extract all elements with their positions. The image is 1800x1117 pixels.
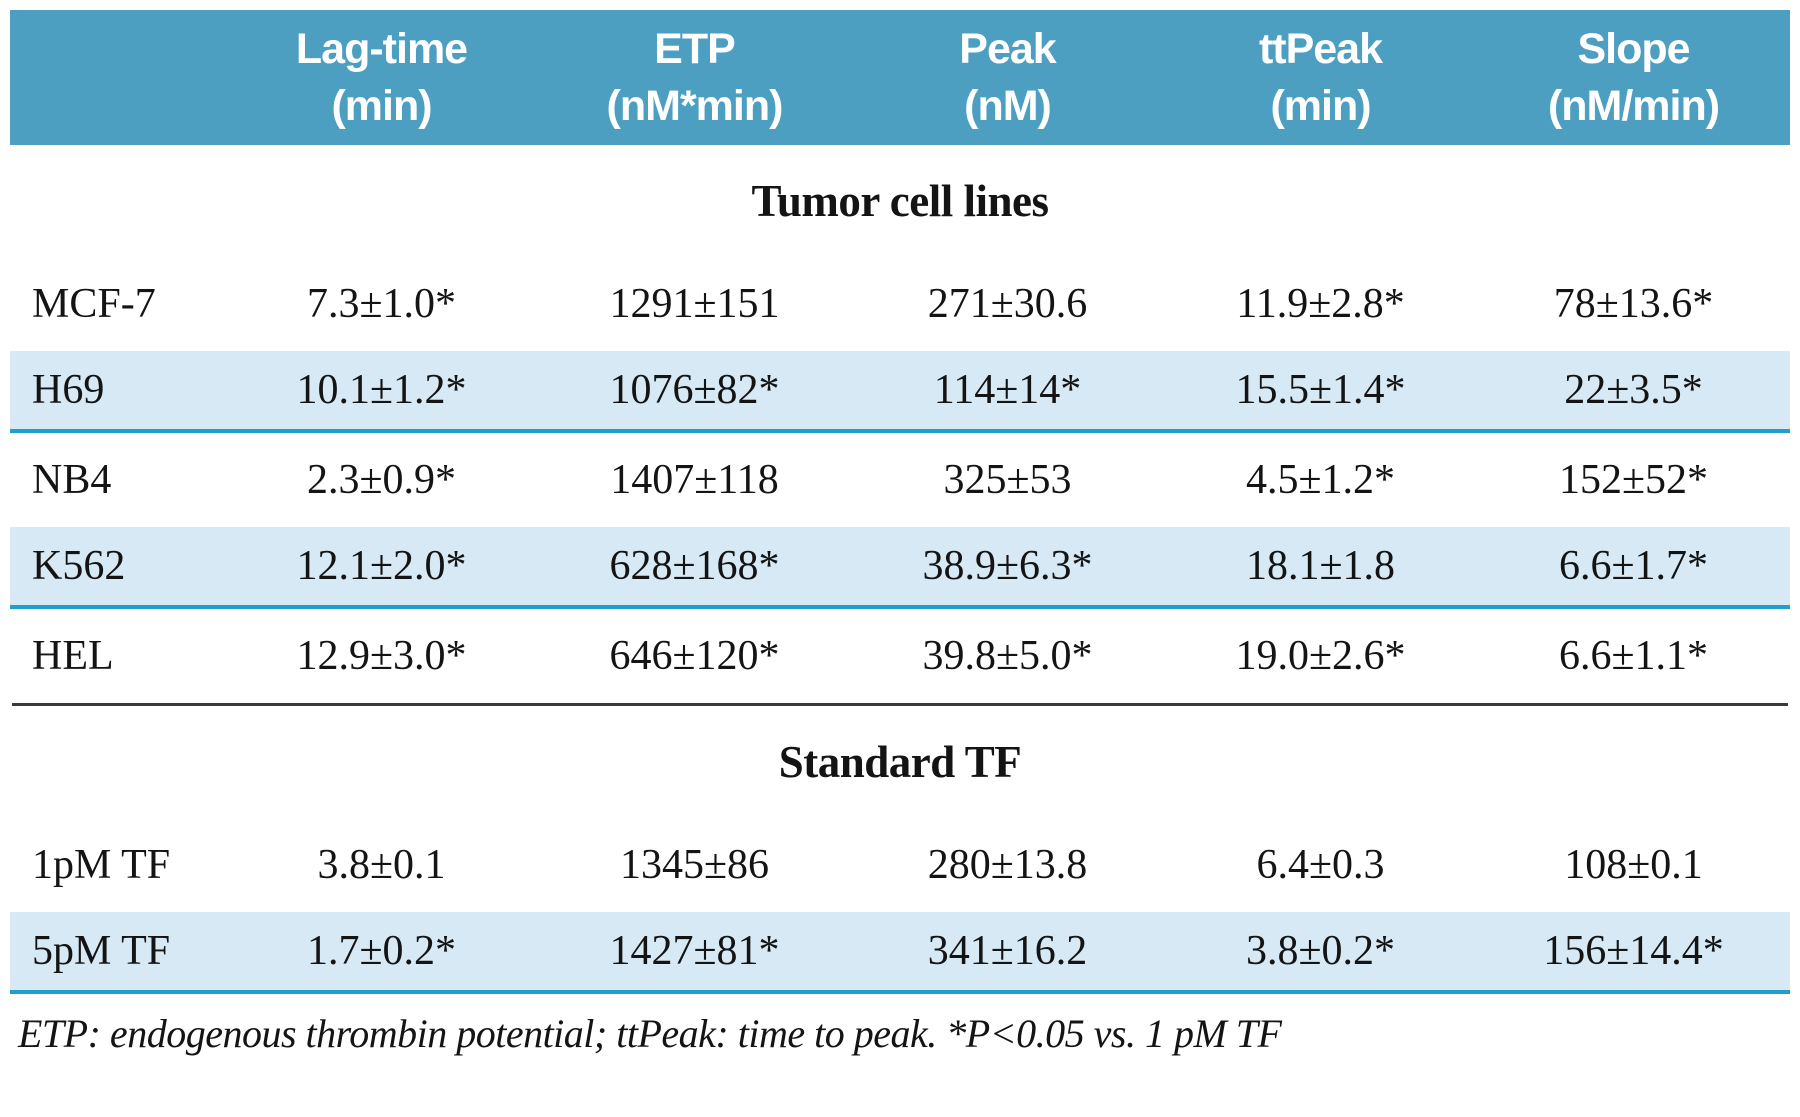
cell-peak: 39.8±5.0*	[922, 633, 1093, 679]
cell-lag-time: 2.3±0.9*	[306, 457, 457, 503]
section-title-tumor-cell-lines: Tumor cell lines	[751, 176, 1049, 226]
cell-peak: 38.9±6.3*	[922, 543, 1093, 589]
row-label: HEL	[32, 633, 114, 679]
column-header-ttpeak: ttPeak (min)	[1164, 21, 1477, 135]
cell-lag-time: 1.7±0.2*	[306, 928, 457, 974]
cell-slope: 108±0.1	[1564, 842, 1703, 888]
cell-etp: 1407±118	[610, 457, 779, 503]
row-label: MCF-7	[32, 281, 156, 327]
column-header-etp: ETP (nM*min)	[538, 21, 851, 135]
column-name: Slope	[1577, 24, 1690, 73]
cell-ttpeak: 3.8±0.2*	[1245, 928, 1396, 974]
cell-lag-time: 10.1±1.2*	[296, 367, 467, 413]
cell-peak: 280±13.8	[927, 842, 1088, 888]
cell-slope: 22±3.5*	[1564, 367, 1703, 413]
cell-peak: 325±53	[943, 457, 1072, 503]
cell-etp: 1427±81*	[609, 928, 780, 974]
table-row-k562: K562 12.1±2.0* 628±168* 38.9±6.3* 18.1±1…	[10, 527, 1790, 609]
cell-lag-time: 12.1±2.0*	[296, 543, 467, 589]
table-row-nb4: NB4 2.3±0.9* 1407±118 325±53 4.5±1.2* 15…	[10, 441, 1790, 519]
cell-peak: 271±30.6	[927, 281, 1088, 327]
table-row-1pm-tf: 1pM TF 3.8±0.1 1345±86 280±13.8 6.4±0.3 …	[10, 826, 1790, 904]
cell-lag-time: 7.3±1.0*	[306, 281, 457, 327]
table-row-h69: H69 10.1±1.2* 1076±82* 114±14* 15.5±1.4*…	[10, 351, 1790, 433]
column-unit: (nM/min)	[1547, 81, 1720, 130]
row-label: K562	[32, 543, 126, 589]
cell-slope: 152±52*	[1558, 457, 1709, 503]
column-name: Peak	[959, 24, 1056, 73]
column-name: Lag-time	[295, 24, 468, 73]
column-unit: (nM)	[964, 81, 1052, 130]
column-unit: (nM*min)	[606, 81, 784, 130]
row-label: NB4	[32, 457, 112, 503]
cell-ttpeak: 18.1±1.8	[1245, 543, 1396, 589]
cell-etp: 1291±151	[609, 281, 780, 327]
table-footnote: ETP: endogenous thrombin potential; ttPe…	[18, 1011, 1282, 1056]
column-header-slope: Slope (nM/min)	[1477, 21, 1790, 135]
column-unit: (min)	[331, 81, 432, 130]
cell-etp: 628±168*	[609, 543, 780, 589]
column-header-lag-time: Lag-time (min)	[225, 21, 538, 135]
table-row-hel: HEL 12.9±3.0* 646±120* 39.8±5.0* 19.0±2.…	[10, 617, 1790, 695]
column-unit: (min)	[1270, 81, 1371, 130]
table-header-row: Lag-time (min) ETP (nM*min) Peak (nM) tt…	[10, 10, 1790, 145]
cell-slope: 156±14.4*	[1543, 928, 1724, 974]
cell-peak: 341±16.2	[927, 928, 1088, 974]
cell-lag-time: 12.9±3.0*	[296, 633, 467, 679]
cell-etp: 1076±82*	[609, 367, 780, 413]
cell-slope: 6.6±1.1*	[1558, 633, 1709, 679]
column-name: ttPeak	[1258, 24, 1383, 73]
cell-etp: 646±120*	[609, 633, 780, 679]
cell-slope: 78±13.6*	[1553, 281, 1714, 327]
row-label: H69	[32, 367, 105, 413]
cell-etp: 1345±86	[619, 842, 770, 888]
cell-ttpeak: 6.4±0.3	[1256, 842, 1385, 888]
column-header-peak: Peak (nM)	[851, 21, 1164, 135]
cell-slope: 6.6±1.7*	[1558, 543, 1709, 589]
cell-ttpeak: 4.5±1.2*	[1245, 457, 1396, 503]
section-title-standard-tf: Standard TF	[778, 737, 1022, 787]
column-name: ETP	[654, 24, 736, 73]
row-label: 5pM TF	[32, 928, 171, 974]
cell-ttpeak: 11.9±2.8*	[1236, 281, 1405, 327]
cell-ttpeak: 19.0±2.6*	[1235, 633, 1406, 679]
cell-ttpeak: 15.5±1.4*	[1235, 367, 1406, 413]
table-row-5pm-tf: 5pM TF 1.7±0.2* 1427±81* 341±16.2 3.8±0.…	[10, 912, 1790, 994]
row-label: 1pM TF	[32, 842, 171, 888]
table-row-mcf7: MCF-7 7.3±1.0* 1291±151 271±30.6 11.9±2.…	[10, 265, 1790, 343]
cell-peak: 114±14*	[933, 367, 1082, 413]
section-divider	[12, 703, 1788, 706]
cell-lag-time: 3.8±0.1	[317, 842, 446, 888]
